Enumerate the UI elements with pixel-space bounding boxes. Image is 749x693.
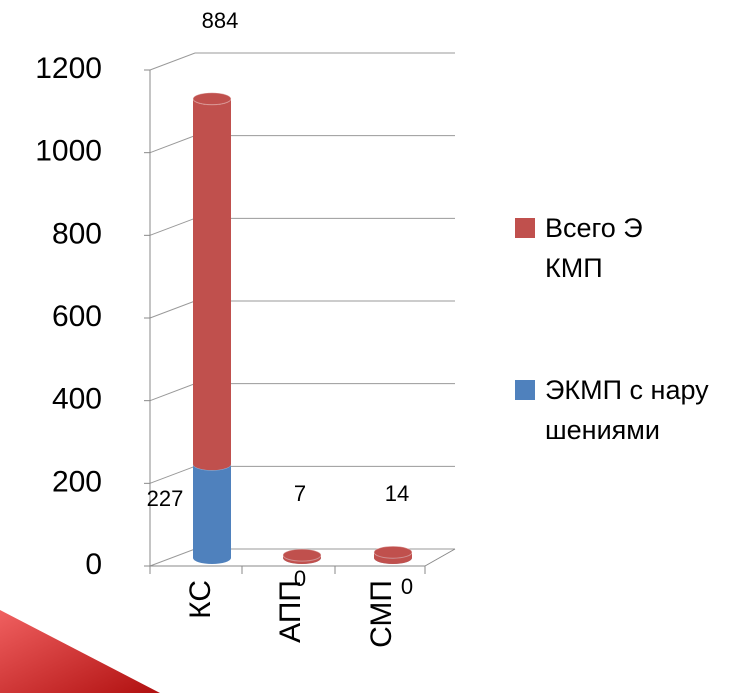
data-label: 7: [294, 481, 306, 506]
x-tick-label: АПП: [274, 580, 307, 643]
data-label: 227: [147, 486, 184, 511]
data-label: 0: [401, 574, 413, 599]
legend-swatch: [515, 218, 535, 238]
bar-cap: [282, 548, 322, 562]
grid-line: [149, 52, 455, 71]
legend-label: Всего ЭКМП: [545, 213, 643, 283]
y-tick-label: 0: [85, 548, 102, 581]
floor-edge: [424, 548, 456, 567]
x-tick-label: КС: [184, 580, 217, 619]
y-tick-label: 1000: [35, 135, 102, 168]
data-label: 0: [294, 566, 306, 591]
bar-cap: [373, 545, 413, 559]
y-tick-label: 400: [52, 383, 102, 416]
y-tick-label: 600: [52, 300, 102, 333]
legend-swatch: [515, 380, 535, 400]
data-label: 884: [202, 8, 239, 33]
legend-label: ЭКМП с нарушениями: [545, 375, 709, 445]
bar: [374, 552, 412, 564]
y-tick-label: 800: [52, 217, 102, 250]
bar: [283, 555, 321, 564]
data-label: 14: [385, 481, 409, 506]
bar: [193, 464, 231, 564]
decoration: [0, 610, 160, 693]
x-tick-label: СМП: [365, 580, 398, 648]
y-tick-label: 200: [52, 465, 102, 498]
y-tick-label: 1200: [35, 52, 102, 85]
bar-cap: [192, 92, 232, 106]
bar: [193, 98, 231, 471]
